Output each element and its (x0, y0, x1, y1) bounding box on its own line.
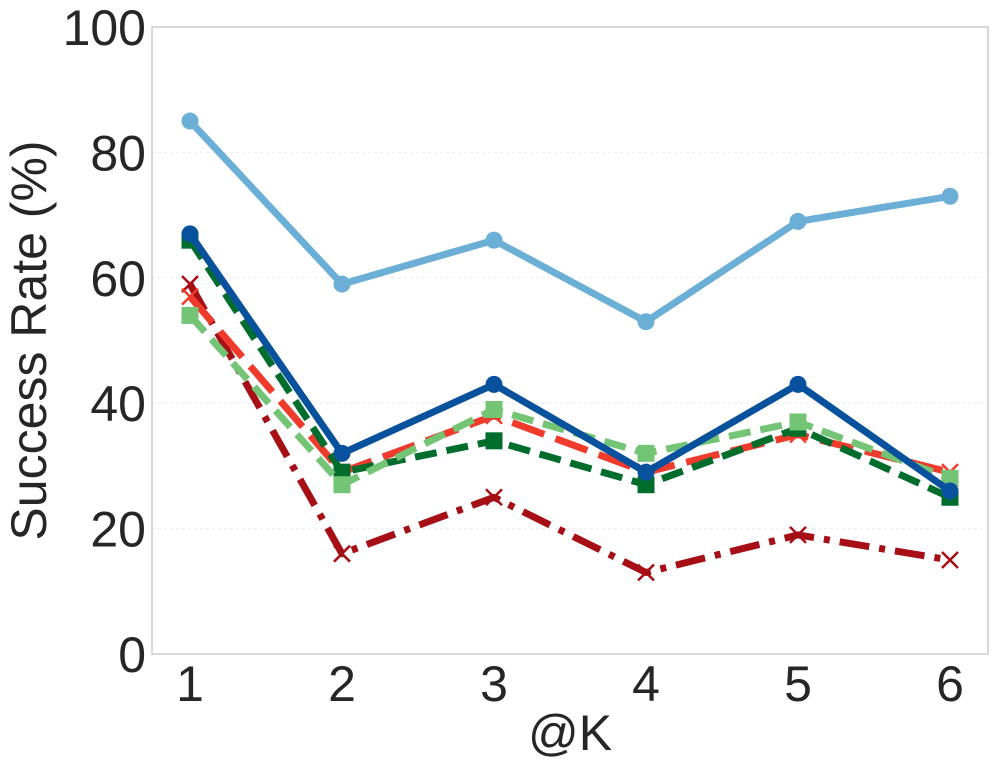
y-tick-label: 40 (90, 376, 146, 432)
series-line (187, 118, 951, 326)
y-tick-labels: 0 20 40 60 80 100 (63, 0, 146, 683)
data-point (485, 488, 503, 507)
grid-lines (152, 151, 988, 530)
data-point (941, 551, 959, 569)
data-point (333, 476, 351, 494)
data-point (333, 544, 351, 563)
data-point (637, 563, 655, 582)
series-4 (181, 225, 959, 500)
series-5 (181, 112, 959, 331)
series-line (187, 313, 952, 489)
data-point (789, 212, 807, 230)
x-tick-label: 2 (328, 656, 356, 712)
data-point (181, 275, 199, 293)
data-point (181, 306, 199, 324)
data-point (637, 463, 655, 481)
data-point (789, 525, 807, 544)
data-point (181, 287, 199, 306)
data-point (941, 187, 959, 205)
data-point (789, 413, 807, 431)
series-0 (181, 275, 959, 582)
x-tick-label: 6 (936, 656, 964, 712)
x-tick-label: 1 (176, 656, 204, 712)
series-2 (181, 231, 959, 506)
data-point (637, 444, 655, 462)
y-tick-label: 60 (90, 251, 146, 307)
data-point (485, 432, 503, 450)
data-point (637, 476, 655, 494)
x-tick-label: 5 (784, 656, 812, 712)
data-point (637, 313, 655, 331)
series-line (187, 231, 953, 494)
plot-area-frame (151, 26, 989, 655)
x-tick-label: 3 (480, 656, 508, 712)
y-axis-title: Success Rate (%) (1, 140, 57, 540)
y-tick-label: 20 (90, 502, 146, 558)
y-tick-label: 0 (118, 627, 146, 683)
data-point (941, 469, 959, 487)
data-point (181, 112, 199, 130)
x-tick-label: 4 (632, 656, 660, 712)
data-point (941, 482, 959, 500)
x-axis-title: @K (528, 705, 612, 761)
data-point (333, 275, 351, 293)
data-point (789, 375, 807, 393)
data-point (485, 231, 503, 249)
x-tick-labels: 1 2 3 4 5 6 (176, 656, 964, 712)
data-point (333, 444, 351, 462)
data-point (485, 400, 503, 418)
data-point (485, 375, 503, 393)
series-layer (181, 112, 959, 582)
data-point (181, 225, 199, 243)
y-tick-label: 100 (63, 0, 146, 56)
series-3 (181, 306, 959, 494)
y-tick-label: 80 (90, 125, 146, 181)
series-line (187, 238, 952, 501)
